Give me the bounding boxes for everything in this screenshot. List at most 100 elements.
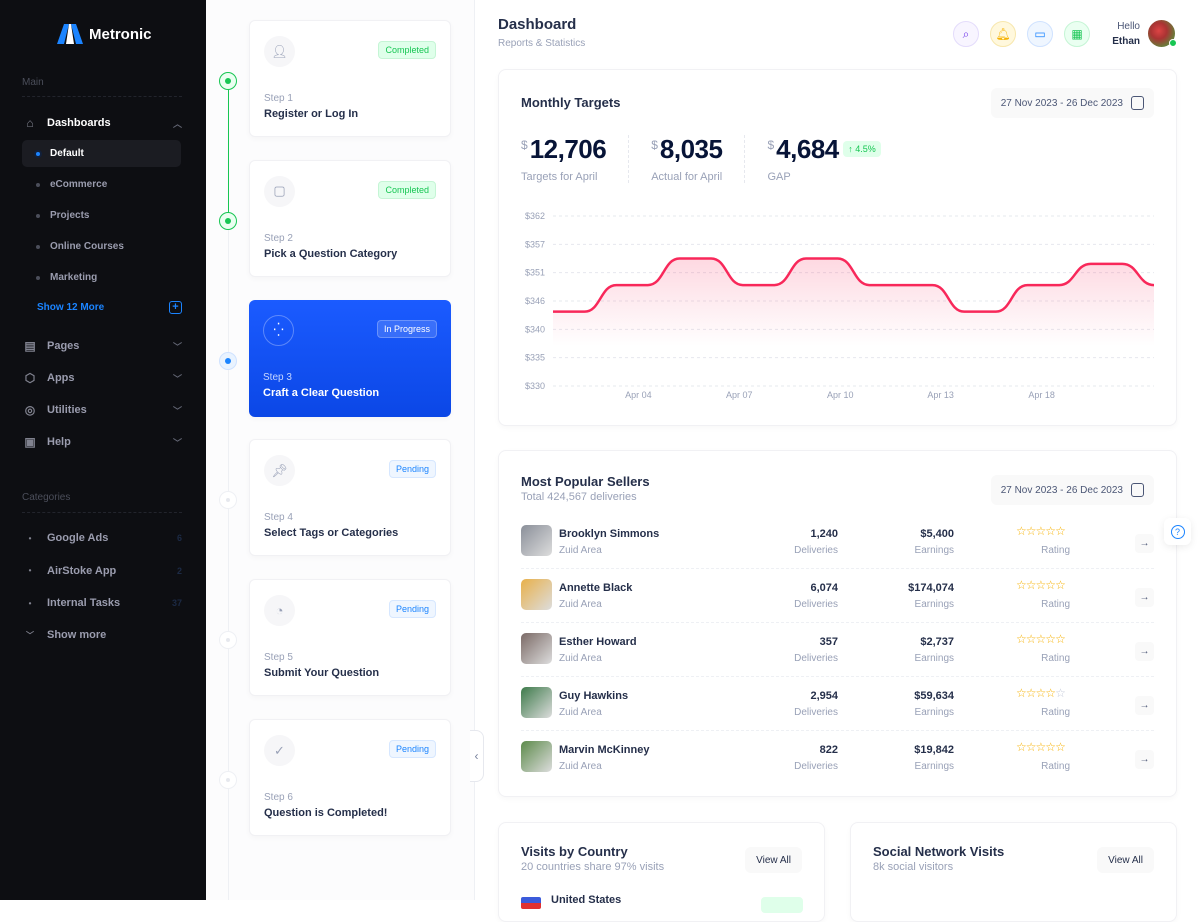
show-more-categories[interactable]: ﹀ Show more (22, 622, 182, 648)
seller-area: Zuid Area (559, 599, 602, 610)
star-icon: ☆ (1016, 632, 1027, 646)
growth-badge: ↑ 4.5% (843, 141, 881, 157)
sidebar-subitem[interactable]: Online Courses (22, 233, 181, 260)
step-number: Step 3 (263, 371, 292, 383)
step-title: Pick a Question Category (264, 247, 398, 260)
star-icon: ☆ (1035, 740, 1047, 754)
stat-label: Targets for April (521, 171, 598, 183)
earnings-label: Earnings (914, 599, 954, 610)
notifications-button[interactable]: 🔔︎ (990, 21, 1016, 47)
seller-name[interactable]: Brooklyn Simmons (559, 528, 660, 540)
bullet-icon: • (28, 598, 32, 608)
seller-row: Esther Howard Zuid Area 357 Deliveries $… (521, 623, 1154, 677)
step-card[interactable]: ◔ Pending Step 5 Submit Your Question (249, 579, 451, 697)
sidebar-item[interactable]: ⬡ Apps ﹀ (22, 365, 182, 391)
star-icon: ☆ (1025, 632, 1037, 646)
open-seller-button[interactable]: → (1135, 534, 1154, 553)
status-badge: In Progress (376, 319, 437, 338)
sidebar-item-dashboards[interactable]: ⌂ Dashboards ︿ (22, 110, 182, 136)
star-icon: ☆ (1045, 524, 1056, 538)
seller-name[interactable]: Annette Black (559, 582, 633, 594)
search-button[interactable]: ⌕ (953, 21, 979, 47)
card-subtitle: 20 countries share 97% visits (521, 861, 665, 873)
seller-area: Zuid Area (559, 707, 602, 718)
seller-name[interactable]: Esther Howard (559, 636, 637, 648)
card-title: Most Popular Sellers (521, 474, 650, 489)
us-flag-icon (521, 897, 541, 909)
apps-button[interactable]: ▦ (1064, 21, 1090, 47)
date-range-picker[interactable]: 27 Nov 2023 - 26 Dec 2023 (990, 475, 1154, 505)
sidebar-subitem[interactable]: Projects (22, 202, 181, 229)
step-title: Register or Log In (264, 108, 359, 120)
seller-avatar (521, 687, 552, 718)
seller-avatar (521, 525, 552, 556)
view-all-button[interactable]: View All (1097, 847, 1154, 873)
brand-name: Metronic (89, 25, 152, 43)
seller-area: Zuid Area (559, 761, 602, 772)
arrow-right-icon: → (1139, 754, 1150, 765)
nav-label: Utilities (47, 404, 87, 416)
x-tick-label: Apr 10 (827, 390, 854, 400)
seller-name[interactable]: Marvin McKinney (559, 744, 650, 756)
sidebar-item[interactable]: ▤ Pages ﹀ (22, 333, 182, 359)
y-tick-label: $340 (525, 324, 545, 334)
y-tick-label: $357 (525, 239, 545, 249)
earnings-value: $2,737 (920, 636, 954, 648)
step-card[interactable]: ✓ Pending Step 6 Question is Completed! (249, 719, 451, 836)
step-title: Craft a Clear Question (263, 386, 380, 399)
star-icon: ☆ (1016, 740, 1027, 754)
category-item[interactable]: • AirStoke App 2 (22, 558, 182, 584)
bullet-icon (36, 244, 40, 249)
step-status-dot (219, 211, 237, 230)
x-tick-label: Apr 13 (927, 390, 954, 400)
stats-row: $12,706 Targets for April $8,035 Actual fo… (521, 134, 881, 183)
rating-label: Rating (1041, 653, 1070, 664)
loading-icon: ⁛ (263, 314, 294, 346)
seller-avatar (521, 579, 552, 610)
nav-label: AirStoke App (47, 564, 117, 577)
brand-logo[interactable]: Metronic (57, 24, 152, 44)
stat-label: GAP (767, 171, 791, 183)
category-count: 6 (176, 533, 182, 543)
status-badge: Pending (388, 600, 436, 619)
help-float-button[interactable]: ? (1164, 518, 1191, 545)
country-name: United States (551, 894, 622, 906)
chevron-up-icon: ︿ (172, 118, 182, 129)
step-card[interactable]: 👤︎ Completed Step 1 Register or Log In (249, 20, 451, 137)
area-fill (553, 258, 1154, 346)
show-more-button[interactable]: Show 12 More + (22, 294, 182, 320)
collapse-panel-button[interactable]: ‹ (470, 730, 484, 782)
stat-targets: $12,706 Targets for April (521, 134, 607, 183)
view-all-button[interactable]: View All (745, 847, 802, 873)
rating-label: Rating (1041, 599, 1070, 610)
step-card[interactable]: ▢ Completed Step 2 Pick a Question Category (249, 159, 451, 277)
star-icon: ☆ (1055, 740, 1066, 754)
sidebar-subitem[interactable]: Marketing (22, 264, 181, 291)
earnings-value: $59,634 (914, 690, 954, 702)
category-item[interactable]: • Google Ads 6 (22, 525, 182, 551)
open-seller-button[interactable]: → (1135, 588, 1154, 607)
divider (744, 134, 746, 183)
arrow-right-icon: → (1139, 646, 1150, 657)
online-status-dot (1169, 39, 1177, 47)
open-seller-button[interactable]: → (1135, 696, 1154, 715)
star-icon: ☆ (1025, 740, 1037, 754)
messages-button[interactable]: ▭ (1027, 21, 1053, 47)
step-card[interactable]: ⁛ In Progress Step 3 Craft a Clear Question (249, 299, 451, 417)
open-seller-button[interactable]: → (1135, 750, 1154, 769)
avatar[interactable] (1146, 18, 1177, 49)
sidebar-item[interactable]: ◎ Utilities ﹀ (22, 397, 182, 423)
seller-name[interactable]: Guy Hawkins (559, 690, 629, 702)
open-seller-button[interactable]: → (1135, 642, 1154, 661)
chevron-left-icon: ‹ (474, 749, 479, 763)
date-range-picker[interactable]: 27 Nov 2023 - 26 Dec 2023 (990, 88, 1154, 118)
category-item[interactable]: • Internal Tasks 37 (22, 590, 182, 616)
star-icon: ☆ (1035, 632, 1047, 646)
sidebar-subitem[interactable]: eCommerce (22, 171, 181, 198)
step-number: Step 1 (264, 93, 293, 104)
step-card[interactable]: 📌︎ Pending Step 4 Select Tags or Categories (249, 439, 451, 557)
sidebar-subitem[interactable]: Default (22, 140, 181, 167)
deliveries-value: 357 (819, 636, 838, 648)
star-icon: ☆ (1025, 524, 1037, 538)
sidebar-item[interactable]: ▣ Help ﹀ (22, 429, 182, 455)
